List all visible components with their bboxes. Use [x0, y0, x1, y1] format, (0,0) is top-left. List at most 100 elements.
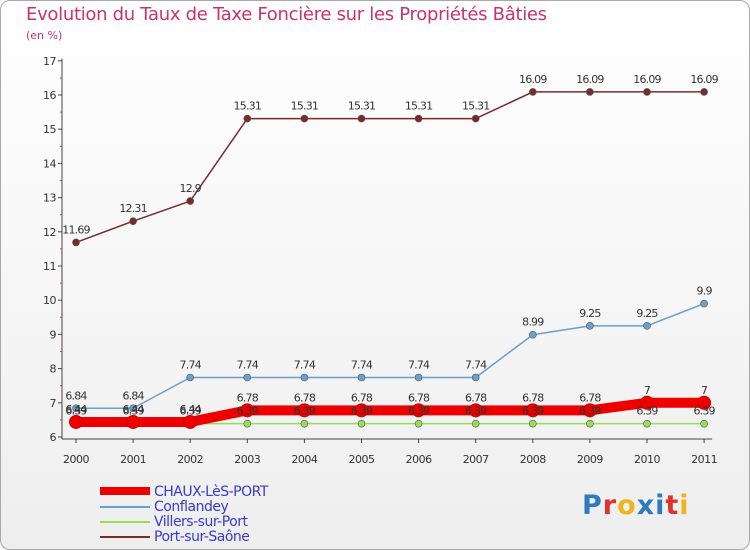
data-label: 9.25 — [636, 307, 658, 320]
x-tick-label: 2008 — [520, 453, 546, 466]
data-label: 12.31 — [119, 202, 147, 215]
x-tick-label: 2001 — [120, 453, 146, 466]
data-label: 8.99 — [522, 316, 544, 329]
data-label: 6.39 — [237, 405, 259, 418]
data-label: 6.39 — [465, 405, 487, 418]
data-label: 6.39 — [65, 405, 87, 418]
y-tick-label: 8 — [50, 363, 57, 376]
legend-swatch — [100, 506, 150, 508]
x-tick-label: 2005 — [349, 453, 375, 466]
data-label: 6.78 — [351, 391, 373, 404]
y-tick-label: 13 — [43, 192, 56, 205]
data-label: 6.84 — [122, 389, 144, 402]
data-label: 6.78 — [237, 391, 259, 404]
data-point — [72, 404, 80, 413]
y-tick-label: 7 — [50, 397, 57, 410]
series-line-Port-sur-Saône — [75, 91, 705, 244]
x-tick-label: 2010 — [634, 453, 660, 466]
data-label: 6.39 — [408, 405, 430, 418]
data-point — [700, 299, 708, 308]
data-point — [528, 330, 537, 339]
data-label: 7 — [644, 384, 651, 397]
y-tick-label: 9 — [50, 328, 57, 341]
data-point — [700, 419, 708, 428]
data-point — [243, 373, 252, 382]
data-point — [186, 197, 194, 205]
data-point — [586, 88, 594, 96]
data-label: 6.44 — [180, 403, 202, 416]
data-point — [240, 403, 255, 418]
data-label: 6.39 — [122, 405, 144, 418]
data-point — [525, 403, 540, 418]
data-point — [297, 403, 312, 418]
series-lines — [71, 91, 710, 427]
data-point — [300, 373, 309, 382]
data-label: 6.78 — [579, 391, 601, 404]
y-tick-label: 17 — [43, 55, 56, 68]
x-tick-label: 2007 — [463, 453, 489, 466]
data-label: 7.74 — [237, 358, 259, 371]
legend-swatch — [100, 521, 150, 523]
data-label: 6.78 — [465, 391, 487, 404]
data-label: 6.78 — [294, 391, 316, 404]
data-label: 15.31 — [405, 100, 433, 113]
data-label: 15.31 — [291, 100, 319, 113]
data-label: 6.39 — [294, 405, 316, 418]
data-label: 6.44 — [122, 403, 144, 416]
data-label: 9.9 — [697, 285, 713, 298]
data-label: 7.74 — [351, 358, 373, 371]
axes: 6 7 8 9 10 11 12 13 14 15 16 17 2000 2001 2002 2003 2004… — [43, 55, 718, 466]
data-point — [528, 88, 537, 96]
data-point — [414, 114, 423, 123]
data-point — [357, 419, 366, 428]
data-point — [126, 414, 141, 429]
data-point — [414, 373, 423, 382]
data-point — [72, 238, 80, 247]
data-label: 6.44 — [65, 403, 87, 416]
data-point — [643, 322, 651, 330]
data-label: 7.74 — [408, 358, 430, 371]
proxiti-logo: Proxiti — [582, 490, 690, 521]
data-point — [411, 403, 426, 418]
data-point — [528, 419, 537, 428]
data-label: 6.39 — [351, 405, 373, 418]
data-label: 16.09 — [690, 73, 718, 86]
series-line-CHAUX-LèS-PORT — [71, 397, 710, 427]
data-label: 7.74 — [465, 358, 487, 371]
logo-letter: i — [679, 490, 690, 521]
data-point — [471, 114, 480, 123]
logo-letter: P — [582, 490, 603, 521]
x-tick-label: 2006 — [406, 453, 432, 466]
data-labels: 6.44 6.44 6.44 6.78 6.78 6.78 6.78 6.78 6.78 6.78… — [62, 73, 719, 418]
data-point — [471, 419, 480, 428]
y-tick-label: 12 — [43, 226, 56, 239]
x-tick-label: 2009 — [577, 453, 603, 466]
x-tick-label: 2011 — [691, 453, 717, 466]
data-point — [697, 395, 712, 410]
data-point — [357, 114, 366, 123]
data-point — [468, 403, 483, 418]
data-label: 15.31 — [462, 100, 490, 113]
y-tick-label: 16 — [43, 89, 56, 102]
chart-title: Evolution du Taux de Taxe Foncière sur l… — [26, 4, 547, 25]
data-label: 9.25 — [579, 307, 601, 320]
data-point — [357, 373, 366, 382]
x-tick-label: 2002 — [177, 453, 203, 466]
x-tick-label: 2000 — [63, 453, 89, 466]
logo-letter: i — [655, 490, 666, 521]
data-point — [243, 114, 252, 123]
y-tick-label: 11 — [43, 260, 56, 273]
data-label: 6.78 — [408, 391, 430, 404]
data-label: 12.9 — [180, 182, 202, 195]
series-line-Conflandey — [75, 302, 705, 410]
data-point — [414, 419, 423, 428]
data-label: 6.78 — [522, 391, 544, 404]
data-label: 7.74 — [294, 358, 316, 371]
data-point — [300, 114, 309, 123]
y-tick-label: 10 — [43, 294, 56, 307]
data-label: 6.84 — [65, 389, 87, 402]
data-label: 15.31 — [234, 100, 262, 113]
logo-letter: r — [602, 490, 618, 521]
data-point — [700, 88, 708, 96]
